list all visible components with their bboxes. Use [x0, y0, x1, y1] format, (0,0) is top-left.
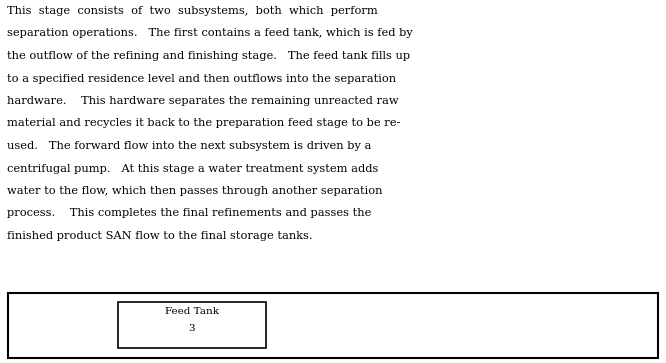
Text: centrifugal pump.   At this stage a water treatment system adds: centrifugal pump. At this stage a water … — [7, 163, 378, 174]
Text: hardware.    This hardware separates the remaining unreacted raw: hardware. This hardware separates the re… — [7, 96, 399, 106]
Text: 3: 3 — [188, 324, 195, 333]
Text: to a specified residence level and then outflows into the separation: to a specified residence level and then … — [7, 73, 396, 83]
Text: the outflow of the refining and finishing stage.   The feed tank fills up: the outflow of the refining and finishin… — [7, 51, 410, 61]
Text: separation operations.   The first contains a feed tank, which is fed by: separation operations. The first contain… — [7, 29, 413, 38]
Text: used.   The forward flow into the next subsystem is driven by a: used. The forward flow into the next sub… — [7, 141, 372, 151]
Text: water to the flow, which then passes through another separation: water to the flow, which then passes thr… — [7, 186, 382, 196]
Text: finished product SAN flow to the final storage tanks.: finished product SAN flow to the final s… — [7, 231, 312, 241]
Bar — [118, 302, 266, 348]
Text: material and recycles it back to the preparation feed stage to be re-: material and recycles it back to the pre… — [7, 118, 400, 129]
Text: process.    This completes the final refinements and passes the: process. This completes the final refine… — [7, 208, 372, 219]
Text: This  stage  consists  of  two  subsystems,  both  which  perform: This stage consists of two subsystems, b… — [7, 6, 378, 16]
Bar — [8, 293, 658, 358]
Text: Feed Tank: Feed Tank — [165, 307, 219, 316]
